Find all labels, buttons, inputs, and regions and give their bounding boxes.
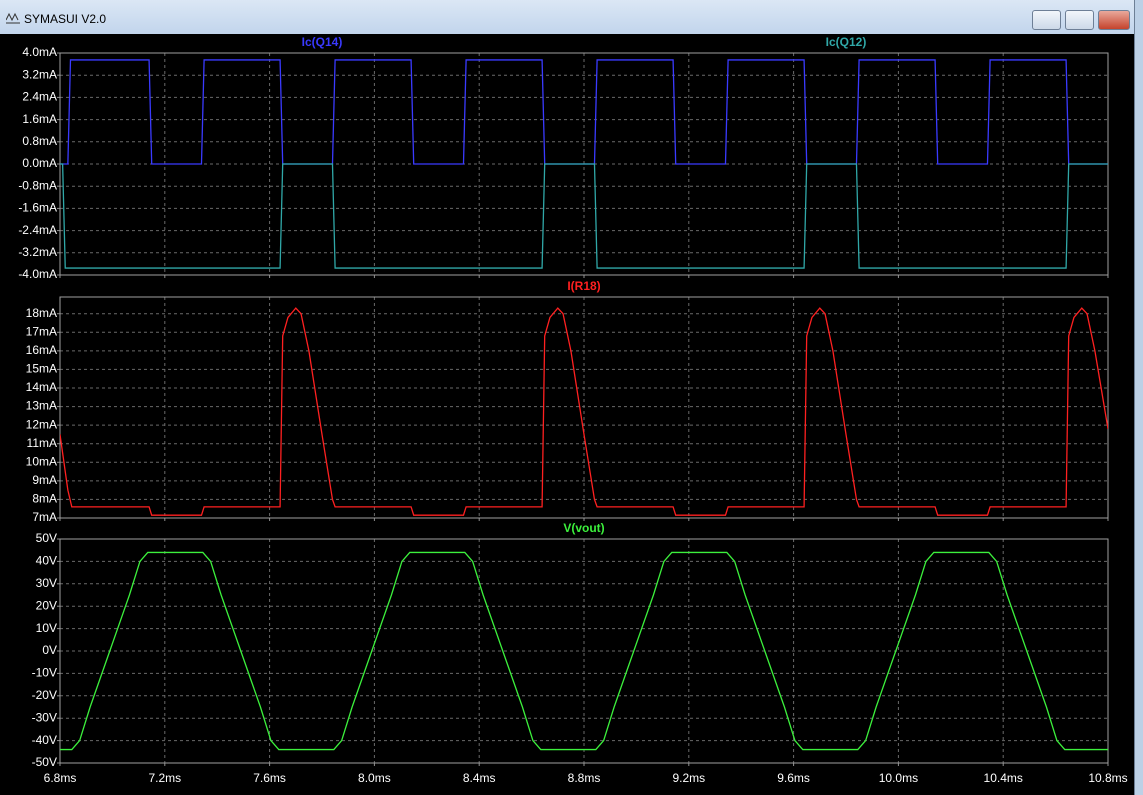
x-tick-label: 8.8ms — [568, 771, 601, 785]
x-tick-label: 9.2ms — [672, 771, 705, 785]
y-tick-label: 20V — [36, 598, 57, 612]
y-tick-label: 10mA — [26, 454, 57, 468]
y-tick-label: 1.6mA — [22, 112, 57, 126]
x-tick-label: 10.8ms — [1088, 771, 1127, 785]
y-tick-label: 2.4mA — [22, 90, 57, 104]
window-title: SYMASUI V2.0 — [24, 12, 107, 26]
y-tick-label: 15mA — [26, 362, 57, 376]
y-tick-label: 11mA — [27, 436, 57, 450]
y-tick-label: 3.2mA — [22, 67, 57, 81]
series-line — [60, 551, 1108, 751]
y-tick-label: -0.8mA — [18, 178, 57, 192]
close-button[interactable] — [1098, 10, 1130, 30]
y-tick-label: -1.6mA — [18, 201, 57, 215]
x-tick-label: 10.0ms — [879, 771, 918, 785]
y-tick-label: -40V — [32, 733, 57, 747]
series-label: Ic(Q14) — [302, 35, 343, 49]
y-tick-label: 9mA — [32, 473, 57, 487]
y-tick-label: 17mA — [26, 324, 57, 338]
y-tick-label: -50V — [32, 755, 57, 769]
maximize-button[interactable] — [1065, 10, 1094, 30]
y-tick-label: 18mA — [26, 306, 57, 320]
y-tick-label: 10V — [36, 621, 57, 635]
y-tick-label: 7mA — [32, 510, 57, 524]
title-bar: SYMASUI V2.0 — [0, 0, 1134, 34]
x-tick-label: 9.6ms — [777, 771, 810, 785]
y-tick-label: -2.4mA — [18, 223, 57, 237]
series-label: V(vout) — [563, 521, 604, 535]
plot-frame — [59, 538, 1109, 764]
app-icon — [6, 12, 20, 24]
y-tick-label: 14mA — [26, 380, 57, 394]
plot-background — [0, 34, 1134, 795]
y-tick-label: 0V — [42, 643, 57, 657]
y-tick-label: 0.8mA — [22, 134, 57, 148]
series-line — [60, 163, 1108, 269]
x-tick-label: 10.4ms — [984, 771, 1023, 785]
y-tick-label: 12mA — [26, 417, 57, 431]
waveform-viewer: 4.0mA 3.2mA 2.4mA 1.6mA 0.8mA 0.0mA -0.8mA -1.6… — [0, 34, 1134, 795]
y-tick-label: 13mA — [26, 399, 57, 413]
y-tick-label: -30V — [32, 710, 57, 724]
y-tick-label: 30V — [36, 576, 57, 590]
x-tick-label: 7.2ms — [148, 771, 181, 785]
series-line — [60, 307, 1108, 516]
y-tick-label: -20V — [32, 688, 57, 702]
minimize-button[interactable] — [1032, 10, 1061, 30]
y-tick-label: -4.0mA — [18, 267, 57, 281]
series-label: Ic(Q12) — [826, 35, 867, 49]
series-label: I(R18) — [567, 279, 600, 293]
y-tick-label: 40V — [36, 554, 57, 568]
y-tick-label: 0.0mA — [22, 156, 57, 170]
x-tick-label: 8.0ms — [358, 771, 391, 785]
x-tick-label: 7.6ms — [253, 771, 286, 785]
y-tick-label: 50V — [36, 531, 57, 545]
y-tick-label: 16mA — [26, 343, 57, 357]
plot-frame — [59, 296, 1109, 519]
y-tick-label: 4.0mA — [22, 45, 57, 59]
x-tick-label: 6.8ms — [44, 771, 77, 785]
x-tick-label: 8.4ms — [463, 771, 496, 785]
y-tick-label: 8mA — [32, 492, 57, 506]
y-tick-label: -3.2mA — [18, 245, 57, 259]
y-tick-label: -10V — [32, 666, 57, 680]
